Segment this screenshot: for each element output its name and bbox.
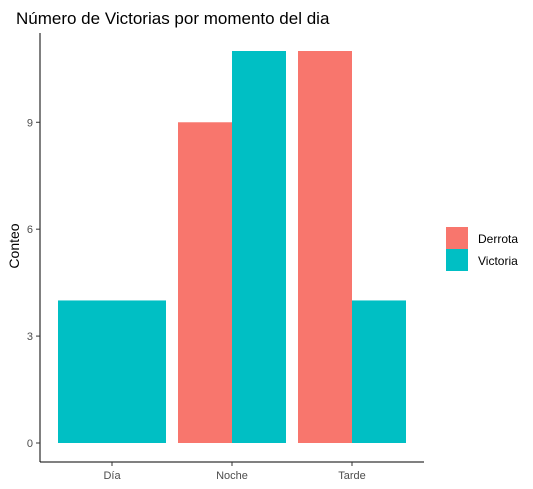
bar-victoria-2 [352,300,406,443]
legend-label-derrota: Derrota [478,232,518,246]
legend-key-derrota [446,227,468,249]
legend-label-victoria: Victoria [478,254,518,268]
bar-derrota-2 [298,51,352,443]
x-tick-label: Tarde [338,470,366,482]
legend-key-victoria [446,249,468,271]
y-tick-label: 0 [27,438,33,450]
bar-victoria-1 [232,51,286,443]
legend: Derrota Victoria [446,227,518,271]
x-tick-label: Día [103,470,121,482]
chart-title: Número de Victorias por momento del dia [16,9,330,28]
bars-layer [58,51,406,443]
bar-derrota-1 [178,122,232,443]
y-axis-title: Conteo [6,223,22,268]
y-tick-label: 6 [27,224,33,236]
x-tick-label: Noche [216,470,248,482]
y-tick-label: 9 [27,117,33,129]
bar-victoria-0 [58,300,166,443]
y-tick-label: 3 [27,331,33,343]
